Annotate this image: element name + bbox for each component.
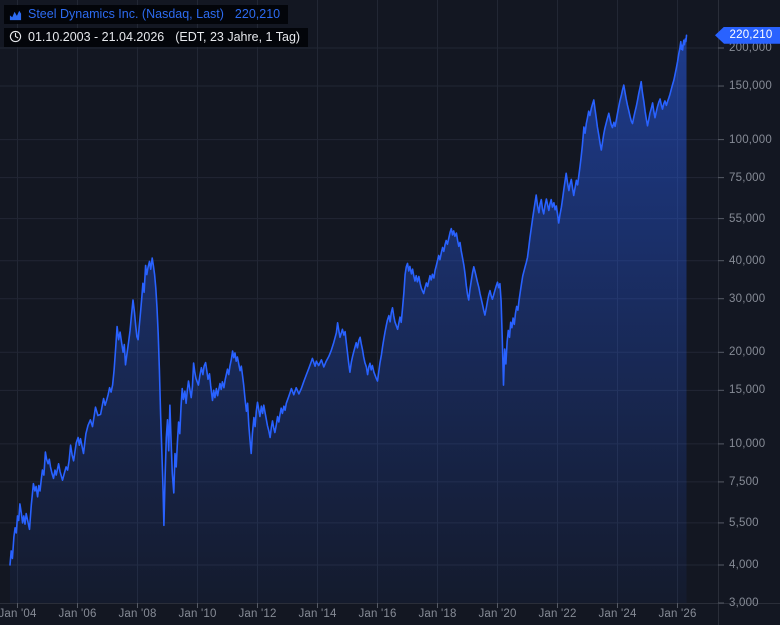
symbol-last-value: 220,210 <box>234 7 281 21</box>
price-tick-label: 40,000 <box>729 254 766 267</box>
time-tick-label: Jan '18 <box>418 608 457 620</box>
price-tick-label: 55,000 <box>729 212 766 225</box>
time-tick-label: Jan '08 <box>118 608 157 620</box>
price-scale[interactable]: 200,000 150,000 100,000 75,000 55,000 40,000 3… <box>718 0 780 609</box>
symbol-title: Steel Dynamics Inc. (Nasdaq, Last) <box>28 7 224 21</box>
time-scale[interactable]: Jan '04 Jan '06 Jan '08 Jan '10 Jan '12 Jan '… <box>0 603 718 625</box>
time-tick-label: Jan '06 <box>58 608 97 620</box>
price-tick-label: 5,500 <box>729 516 759 529</box>
price-tick-label: 15,000 <box>729 384 766 397</box>
chart-legend: Steel Dynamics Inc. (Nasdaq, Last) 220,2… <box>4 5 309 48</box>
time-tick-label: Jan '04 <box>0 608 37 620</box>
range-details: (EDT, 23 Jahre, 1 Tag) <box>175 29 301 44</box>
time-tick-label: Jan '26 <box>658 608 697 620</box>
date-range: 01.10.2003 - 21.04.2026 <box>28 29 165 44</box>
time-tick-label: Jan '12 <box>238 608 277 620</box>
time-tick-label: Jan '14 <box>298 608 337 620</box>
price-line-series <box>9 34 688 566</box>
price-tick-label: 4,000 <box>729 558 759 571</box>
price-tick-label: 150,000 <box>729 80 772 93</box>
time-tick-label: Jan '20 <box>478 608 517 620</box>
clock-icon <box>9 30 22 43</box>
price-tick-label: 100,000 <box>729 133 772 146</box>
price-tick-label: 20,000 <box>729 346 766 359</box>
time-tick-label: Jan '22 <box>538 608 577 620</box>
area-chart-icon <box>9 10 22 20</box>
price-tick-label: 75,000 <box>729 171 766 184</box>
price-tick-label: 200,000 <box>729 42 772 54</box>
time-tick-label: Jan '10 <box>178 608 217 620</box>
area-fill <box>10 35 687 604</box>
legend-symbol-row[interactable]: Steel Dynamics Inc. (Nasdaq, Last) 220,2… <box>4 5 289 24</box>
price-tick-label: 3,000 <box>729 597 759 609</box>
axis-tick-marks <box>17 47 724 608</box>
time-tick-label: Jan '24 <box>598 608 637 620</box>
time-tick-label: Jan '16 <box>358 608 397 620</box>
price-tick-label: 10,000 <box>729 437 766 450</box>
price-tick-label: 30,000 <box>729 292 766 305</box>
price-tick-label: 7,500 <box>729 475 759 488</box>
legend-range-row: 01.10.2003 - 21.04.2026 (EDT, 23 Jahre, … <box>4 27 309 47</box>
last-price-badge: 220,210 <box>715 26 780 44</box>
